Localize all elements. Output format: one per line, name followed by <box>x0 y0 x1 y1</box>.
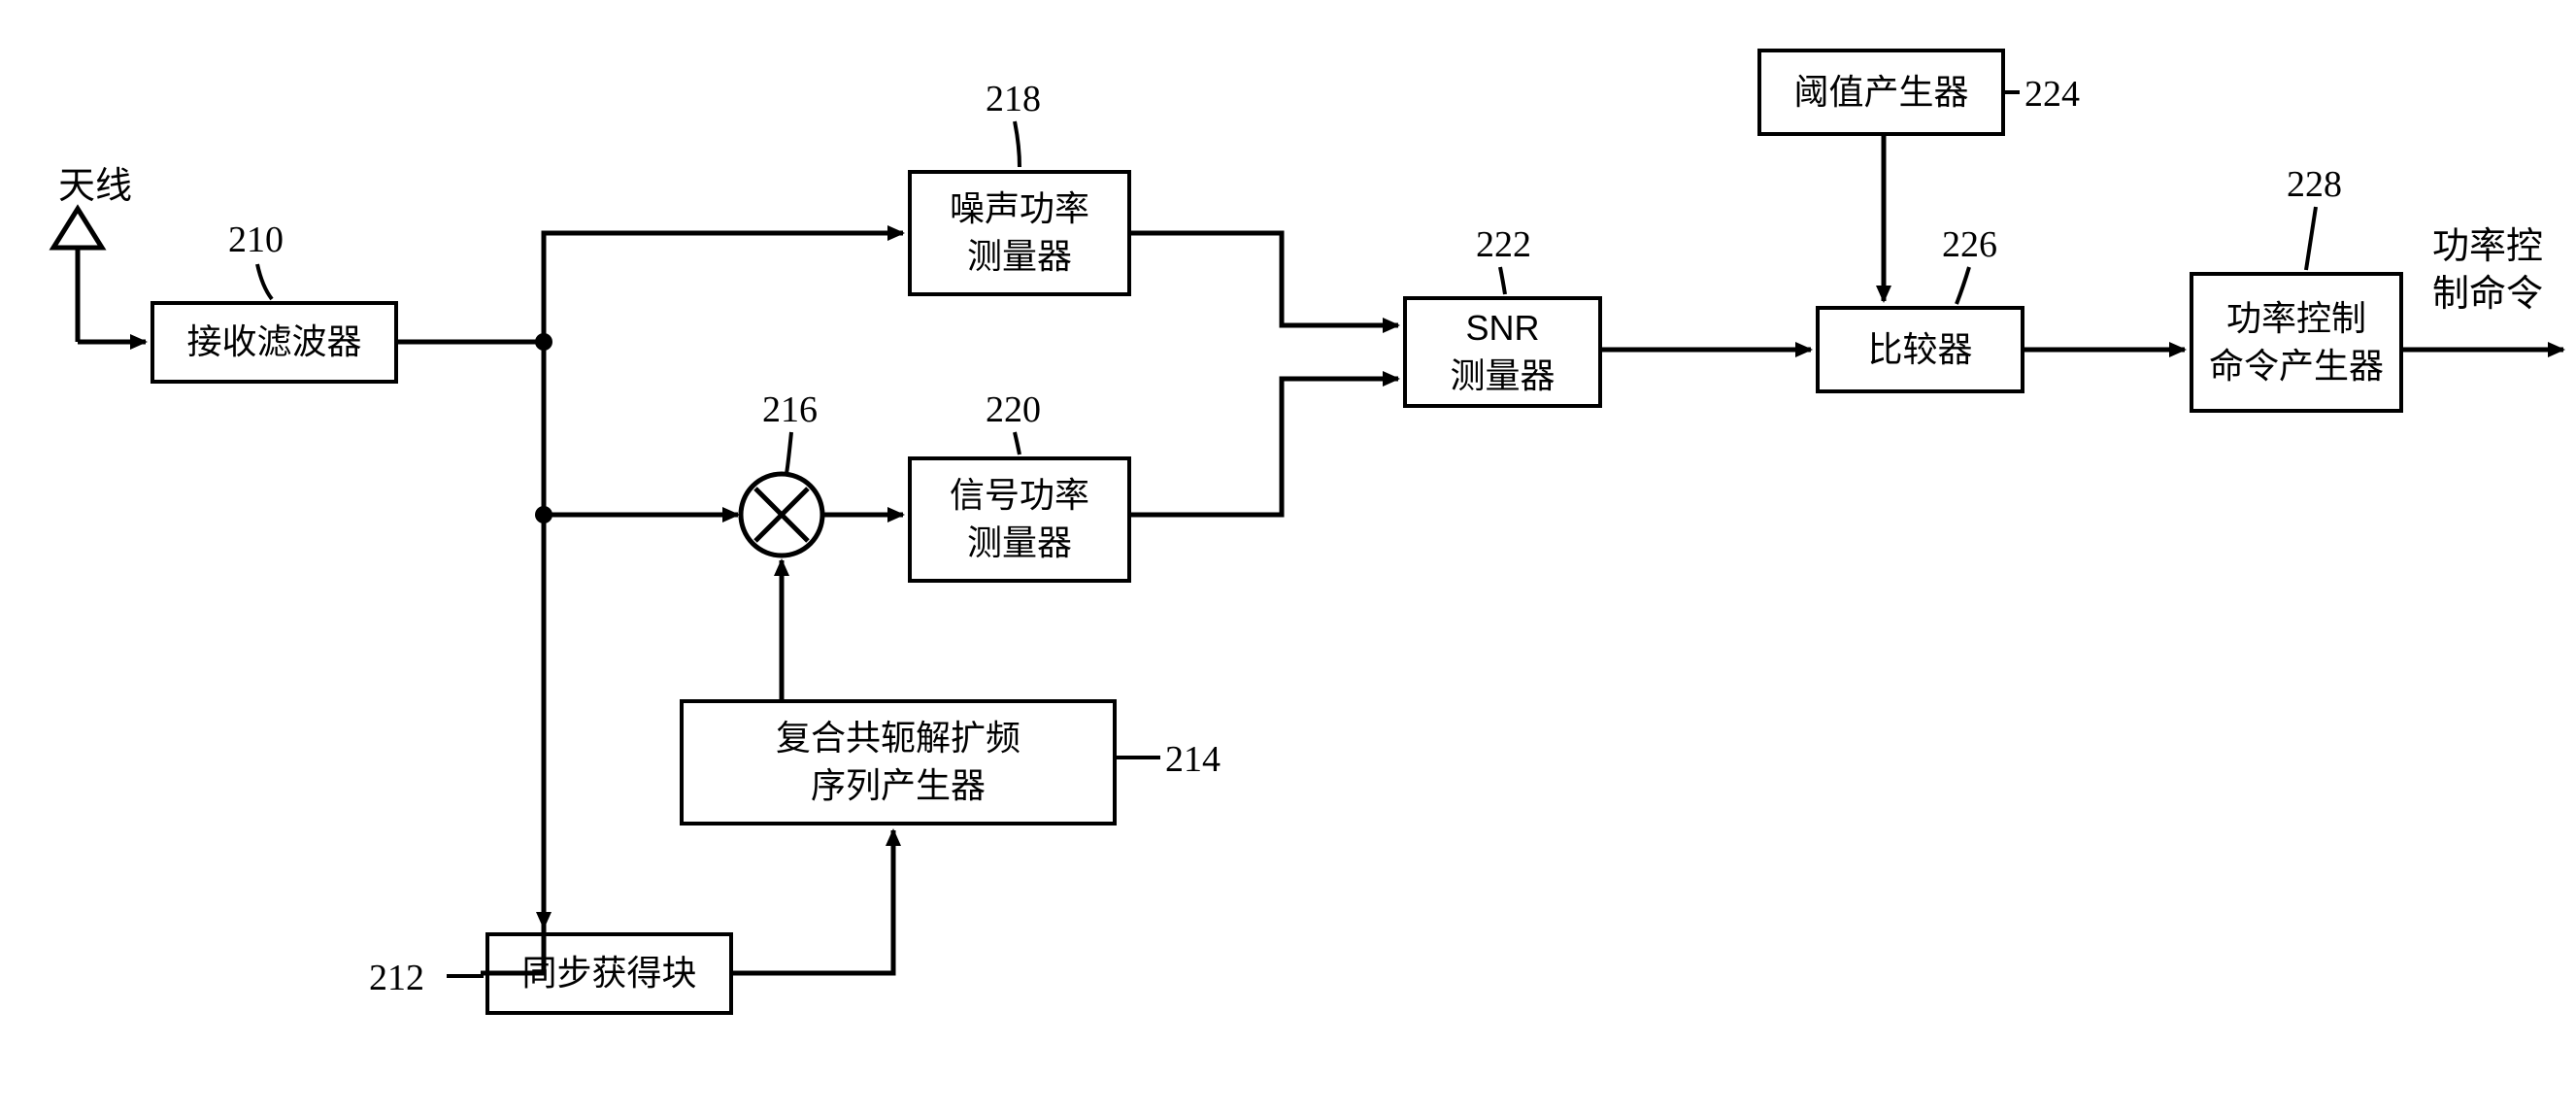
output-label: 功率控 制命令 <box>2432 223 2543 320</box>
ref-210: 210 <box>228 219 284 261</box>
comparator-block: 比较器 <box>1816 306 2024 393</box>
ref-224: 224 <box>2024 73 2080 116</box>
threshold-gen-block: 阈值产生器 <box>1757 49 2005 136</box>
noise-power-block: 噪声功率 测量器 <box>908 170 1131 296</box>
pc-cmd-gen-block: 功率控制 命令产生器 <box>2190 272 2403 413</box>
ref-216: 216 <box>762 388 818 431</box>
ref-228: 228 <box>2287 163 2342 206</box>
antenna-label: 天线 <box>58 155 132 209</box>
ref-226: 226 <box>1942 223 1997 266</box>
ref-212: 212 <box>369 957 424 999</box>
ref-220: 220 <box>986 388 1041 431</box>
snr-measurer-block: SNR 测量器 <box>1403 296 1602 408</box>
signal-power-block: 信号功率 测量器 <box>908 456 1131 583</box>
conj-despread-block: 复合共轭解扩频 序列产生器 <box>680 699 1117 826</box>
sync-acq-block: 同步获得块 <box>485 932 733 1015</box>
ref-222: 222 <box>1476 223 1531 266</box>
ref-214: 214 <box>1165 738 1221 781</box>
rx-filter-block: 接收滤波器 <box>151 301 398 384</box>
ref-218: 218 <box>986 78 1041 120</box>
diagram-wires <box>0 0 2576 1112</box>
